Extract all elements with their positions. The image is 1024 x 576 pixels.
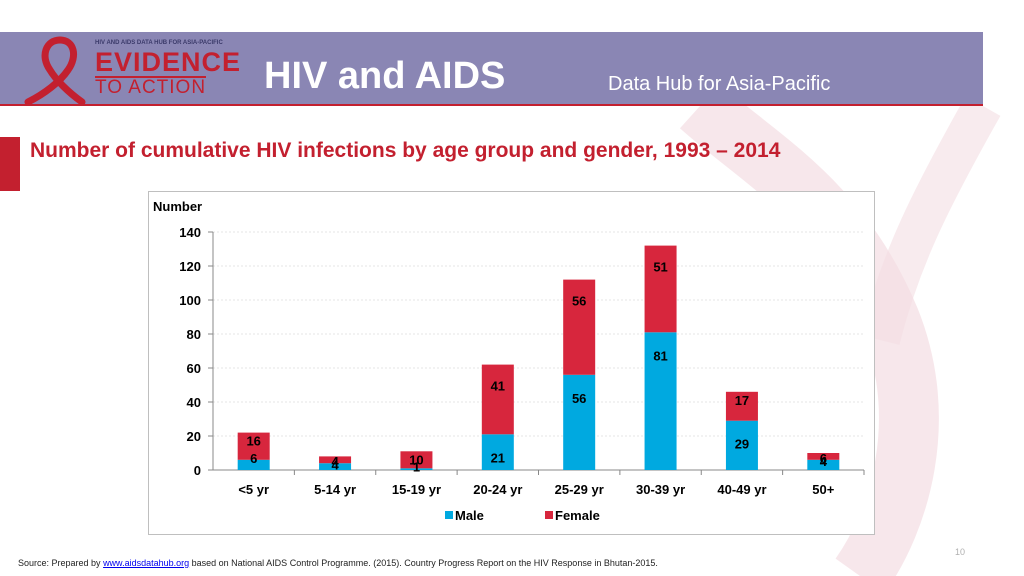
header-divider	[0, 104, 983, 106]
chart-container: Number 0 20 40 60 80 100 120 140 6 16 <5 yr 4 4 5-14 y…	[148, 191, 875, 535]
x-tick-label: 15-19 yr	[392, 482, 441, 497]
x-tick-label: 20-24 yr	[473, 482, 522, 497]
logo-evidence-text: EVIDENCE	[95, 47, 242, 77]
x-tick-label: 25-29 yr	[555, 482, 604, 497]
source-note: Source: Prepared by www.aidsdatahub.org …	[18, 558, 658, 568]
x-tick-label: 5-14 yr	[314, 482, 356, 497]
bar-female	[481, 364, 514, 435]
y-tick-label: 140	[179, 225, 201, 240]
bar-male	[725, 420, 758, 470]
bar-male	[481, 434, 514, 470]
source-suffix: based on National AIDS Control Programme…	[189, 558, 658, 568]
legend-swatch-female	[545, 511, 553, 519]
bar-male	[319, 463, 352, 470]
data-label-female: 56	[572, 294, 586, 309]
data-label-female: 16	[246, 434, 260, 449]
data-label-male: 21	[491, 450, 505, 465]
bar-female	[644, 245, 677, 333]
bar-female	[563, 279, 596, 375]
slide-number: 10	[955, 547, 966, 557]
data-label-female: 10	[409, 452, 423, 467]
x-tick-label: 40-49 yr	[717, 482, 766, 497]
logo-to-action-text: TO ACTION	[95, 76, 207, 98]
data-label-male: 6	[250, 451, 257, 466]
page-title: Number of cumulative HIV infections by a…	[30, 139, 781, 162]
data-label-male: 56	[572, 391, 586, 406]
bar-male	[400, 468, 433, 470]
red-ribbon-icon	[24, 36, 86, 106]
legend-label-male: Male	[455, 508, 484, 523]
y-tick-label: 40	[187, 395, 201, 410]
data-label-male: 1	[413, 459, 420, 474]
bar-male	[563, 374, 596, 470]
bar-male	[237, 459, 270, 470]
source-prefix: Source: Prepared by	[18, 558, 104, 568]
data-label-male: 6	[820, 451, 827, 466]
data-label-male: 29	[735, 437, 749, 452]
evidence-to-action-logo: HIV AND AIDS DATA HUB FOR ASIA-PACIFIC E…	[20, 34, 250, 106]
app-title: HIV and AIDS	[264, 55, 506, 97]
header-band	[0, 32, 983, 104]
app-subtitle: Data Hub for Asia-Pacific	[608, 73, 831, 95]
x-tick-label: <5 yr	[238, 482, 269, 497]
bar-female	[725, 391, 758, 421]
data-label-female: 4	[331, 457, 339, 472]
y-tick-label: 100	[179, 293, 201, 308]
data-label-female: 4	[820, 454, 828, 469]
y-tick-label: 120	[179, 259, 201, 274]
y-tick-label: 80	[187, 327, 201, 342]
legend-swatch-male	[445, 511, 453, 519]
bar-female	[400, 451, 433, 469]
bar-female	[319, 456, 352, 464]
data-label-female: 51	[653, 260, 667, 275]
logo-tagline: HIV AND AIDS DATA HUB FOR ASIA-PACIFIC	[95, 40, 223, 46]
bar-female	[237, 432, 270, 460]
y-tick-label: 20	[187, 429, 201, 444]
data-label-female: 17	[735, 393, 749, 408]
x-tick-label: 30-39 yr	[636, 482, 685, 497]
x-tick-label: 50+	[812, 482, 834, 497]
y-axis-label: Number	[153, 199, 202, 214]
data-label-male: 81	[653, 348, 667, 363]
title-accent-bar	[0, 137, 20, 191]
data-label-male: 4	[331, 454, 339, 469]
legend-label-female: Female	[555, 508, 600, 523]
data-label-female: 41	[491, 379, 505, 394]
bar-male	[644, 332, 677, 470]
y-tick-label: 60	[187, 361, 201, 376]
source-link[interactable]: www.aidsdatahub.org	[103, 558, 190, 568]
y-tick-label: 0	[194, 463, 201, 478]
bar-male	[807, 459, 840, 470]
bar-female	[807, 453, 840, 460]
